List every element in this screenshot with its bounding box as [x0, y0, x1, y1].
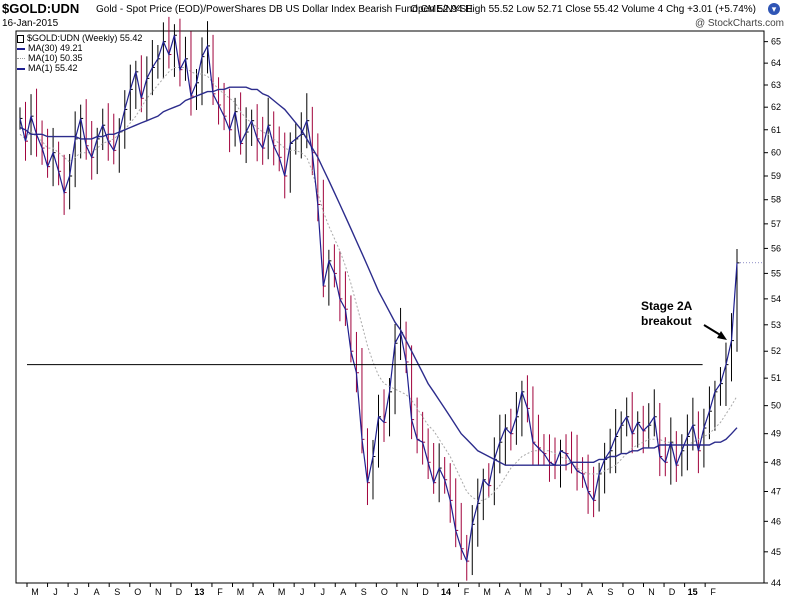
x-tick-label: A — [587, 587, 593, 597]
x-tick-label: S — [607, 587, 613, 597]
y-tick-label: 48 — [771, 457, 781, 467]
legend-item: $GOLD:UDN (Weekly) 55.42 — [17, 33, 142, 43]
y-tick-label: 63 — [771, 80, 781, 90]
plot-frame — [15, 30, 765, 584]
legend-swatch — [17, 58, 25, 60]
y-tick-label: 50 — [771, 401, 781, 411]
x-tick-label: O — [381, 587, 388, 597]
y-tick-label: 64 — [771, 58, 781, 68]
x-tick-label: D — [422, 587, 429, 597]
x-tick-label: N — [402, 587, 409, 597]
x-tick-label: N — [648, 587, 655, 597]
y-tick-label: 60 — [771, 148, 781, 158]
y-tick-label: 65 — [771, 37, 781, 47]
y-tick-label: 53 — [771, 320, 781, 330]
y-tick-label: 51 — [771, 373, 781, 383]
y-tick-label: 44 — [771, 578, 781, 588]
x-tick-label: S — [114, 587, 120, 597]
x-tick-label: J — [547, 587, 552, 597]
copyright-text: @ StockCharts.com — [694, 18, 784, 29]
y-tick-label: 61 — [771, 125, 781, 135]
x-tick-label: J — [300, 587, 305, 597]
legend-item: MA(30) 49.21 — [17, 43, 83, 53]
subtitle-text: Gold - Spot Price (EOD)/PowerShares DB U… — [96, 4, 418, 15]
chart-symbol: $GOLD:UDN — [2, 1, 80, 16]
annotation-text: breakout — [641, 314, 692, 328]
legend-label: $GOLD:UDN (Weekly) 55.42 — [27, 33, 143, 43]
x-tick-label: O — [627, 587, 634, 597]
y-tick-label: 59 — [771, 171, 781, 181]
y-tick-label: 49 — [771, 429, 781, 439]
ma30-line — [19, 86, 738, 466]
annotation-arrow — [703, 324, 723, 337]
annotation-arrowhead — [717, 331, 727, 340]
x-tick-label: A — [94, 587, 100, 597]
y-tick-label: 46 — [771, 516, 781, 526]
y-tick-label: 52 — [771, 346, 781, 356]
x-tick-label: J — [74, 587, 79, 597]
x-tick-label: F — [710, 587, 716, 597]
x-tick-label: A — [258, 587, 264, 597]
legend-label: MA(30) 49.21 — [28, 43, 83, 53]
y-tick-label: 55 — [771, 268, 781, 278]
y-tick-label: 45 — [771, 547, 781, 557]
x-tick-label: 14 — [441, 587, 451, 597]
x-tick-label: M — [483, 587, 491, 597]
legend-item: MA(1) 55.42 — [17, 63, 78, 73]
x-tick-label: M — [278, 587, 286, 597]
x-tick-label: D — [669, 587, 676, 597]
exchange-text: CME/NYSE — [420, 4, 473, 15]
legend-swatch — [17, 67, 25, 70]
x-tick-label: A — [505, 587, 511, 597]
chart-subtitle: Gold - Spot Price (EOD)/PowerShares DB U… — [96, 4, 473, 15]
legend-label: MA(1) 55.42 — [28, 63, 78, 73]
x-tick-label: F — [464, 587, 470, 597]
x-tick-label: 13 — [194, 587, 204, 597]
x-tick-label: 15 — [688, 587, 698, 597]
y-tick-label: 56 — [771, 243, 781, 253]
y-tick-label: 54 — [771, 294, 781, 304]
x-tick-label: D — [176, 587, 183, 597]
x-tick-label: M — [524, 587, 532, 597]
x-tick-label: F — [217, 587, 223, 597]
legend-label: MA(10) 50.35 — [28, 53, 83, 63]
x-tick-label: M — [237, 587, 245, 597]
legend-swatch — [17, 34, 24, 43]
x-tick-label: A — [340, 587, 346, 597]
x-tick-label: M — [31, 587, 39, 597]
x-tick-label: O — [134, 587, 141, 597]
ma10-line — [19, 67, 738, 501]
y-tick-label: 57 — [771, 219, 781, 229]
legend-item: MA(10) 50.35 — [17, 53, 83, 63]
y-tick-label: 62 — [771, 102, 781, 112]
chart-date: 16-Jan-2015 — [2, 18, 59, 29]
y-tick-label: 47 — [771, 486, 781, 496]
x-tick-label: N — [155, 587, 162, 597]
x-tick-label: J — [567, 587, 572, 597]
annotation-text: Stage 2A — [641, 299, 693, 313]
x-tick-label: S — [361, 587, 367, 597]
y-tick-label: 58 — [771, 195, 781, 205]
x-tick-label: J — [320, 587, 325, 597]
chevron-down-icon[interactable]: ▾ — [768, 3, 780, 15]
legend-swatch — [17, 47, 25, 50]
ma1-line — [19, 35, 738, 564]
ohlc-readout: Open 52.94 High 55.52 Low 52.71 Close 55… — [410, 4, 756, 15]
x-tick-label: J — [53, 587, 58, 597]
